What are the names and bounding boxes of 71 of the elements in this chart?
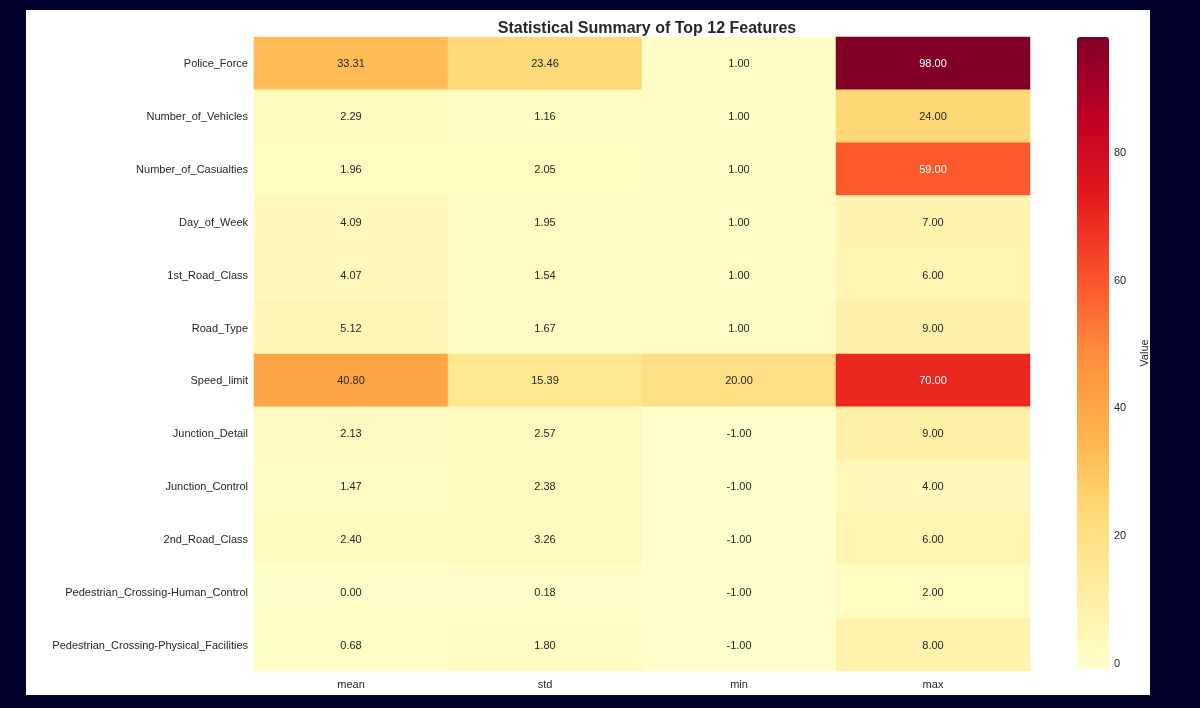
data-label: 2.38 [534, 480, 556, 493]
data-label: 15.39 [531, 374, 559, 387]
data-label: 0.00 [340, 585, 362, 598]
y-tick-label: Road_Type [191, 321, 248, 334]
color-bar-label: 20 [1114, 528, 1127, 541]
data-label: -1.00 [726, 585, 752, 598]
data-label: 1.80 [534, 638, 556, 651]
data-label: 8.00 [922, 638, 944, 651]
data-label: 1.67 [534, 321, 556, 334]
y-tick-label: Police_Force [183, 57, 248, 70]
data-label: 4.09 [340, 215, 362, 228]
data-label: 1.00 [728, 163, 750, 176]
y-tick-label: Number_of_Vehicles [146, 110, 249, 123]
chart-title: Statistical Summary of Top 12 Features [497, 18, 797, 36]
data-label: 40.80 [337, 374, 365, 387]
data-label: -1.00 [726, 638, 752, 651]
x-tick-label: min [730, 677, 748, 690]
data-label: 6.00 [922, 268, 944, 281]
x-tick-label: mean [337, 677, 365, 690]
data-label: -1.00 [726, 427, 752, 440]
data-label: 98.00 [919, 57, 947, 70]
data-label: 20.00 [725, 374, 753, 387]
y-tick-label: Number_of_Casualties [136, 163, 249, 176]
color-bar-title: Value [1137, 339, 1150, 367]
data-label: 2.40 [340, 532, 362, 545]
data-label: 1.54 [534, 268, 556, 281]
data-label: 1.00 [728, 215, 750, 228]
data-label: 1.16 [534, 110, 556, 123]
data-label: 0.18 [534, 585, 556, 598]
color-bar-label: 60 [1114, 273, 1127, 286]
data-label: 7.00 [922, 215, 944, 228]
data-label: 1.00 [728, 321, 750, 334]
y-tick-label: Day_of_Week [179, 215, 249, 228]
data-label: 59.00 [919, 163, 947, 176]
data-label: 1.00 [728, 110, 750, 123]
data-label: -1.00 [726, 532, 752, 545]
data-label: 4.07 [340, 268, 362, 281]
data-label: 6.00 [922, 532, 944, 545]
data-label: 3.26 [534, 532, 556, 545]
data-label: 4.00 [922, 480, 944, 493]
data-label: 2.57 [534, 427, 556, 440]
data-label: 33.31 [337, 57, 365, 70]
data-label: 2.13 [340, 427, 362, 440]
data-label: 5.12 [340, 321, 362, 334]
data-label: 1.96 [340, 163, 362, 176]
data-label: 2.05 [534, 163, 556, 176]
data-label: 1.00 [728, 268, 750, 281]
y-tick-label: Junction_Detail [172, 427, 248, 440]
x-tick-label: max [922, 677, 944, 690]
data-label: 70.00 [919, 374, 947, 387]
data-label: 1.95 [534, 215, 556, 228]
data-label: 9.00 [922, 427, 944, 440]
x-tick-label: std [537, 677, 553, 690]
color-bar-label: 80 [1114, 145, 1127, 158]
data-label: 1.47 [340, 480, 362, 493]
y-tick-label: 2nd_Road_Class [163, 532, 249, 545]
y-tick-label: Speed_limit [190, 374, 248, 387]
data-label: 2.00 [922, 585, 944, 598]
data-label: 9.00 [922, 321, 944, 334]
data-label: 2.29 [340, 110, 362, 123]
data-label: 23.46 [531, 57, 559, 70]
color-bar-label: 0 [1114, 656, 1121, 669]
y-tick-label: Junction_Control [165, 480, 248, 493]
y-tick-label: Pedestrian_Crossing-Human_Control [65, 585, 248, 598]
y-tick-label: Pedestrian_Crossing-Physical_Facilities [52, 638, 249, 651]
data-label: 1.00 [728, 57, 750, 70]
color-bar-label: 40 [1114, 401, 1127, 414]
y-tick-label: 1st_Road_Class [167, 268, 249, 281]
data-label: -1.00 [726, 480, 752, 493]
data-label: 24.00 [919, 110, 947, 123]
data-label: 0.68 [340, 638, 362, 651]
